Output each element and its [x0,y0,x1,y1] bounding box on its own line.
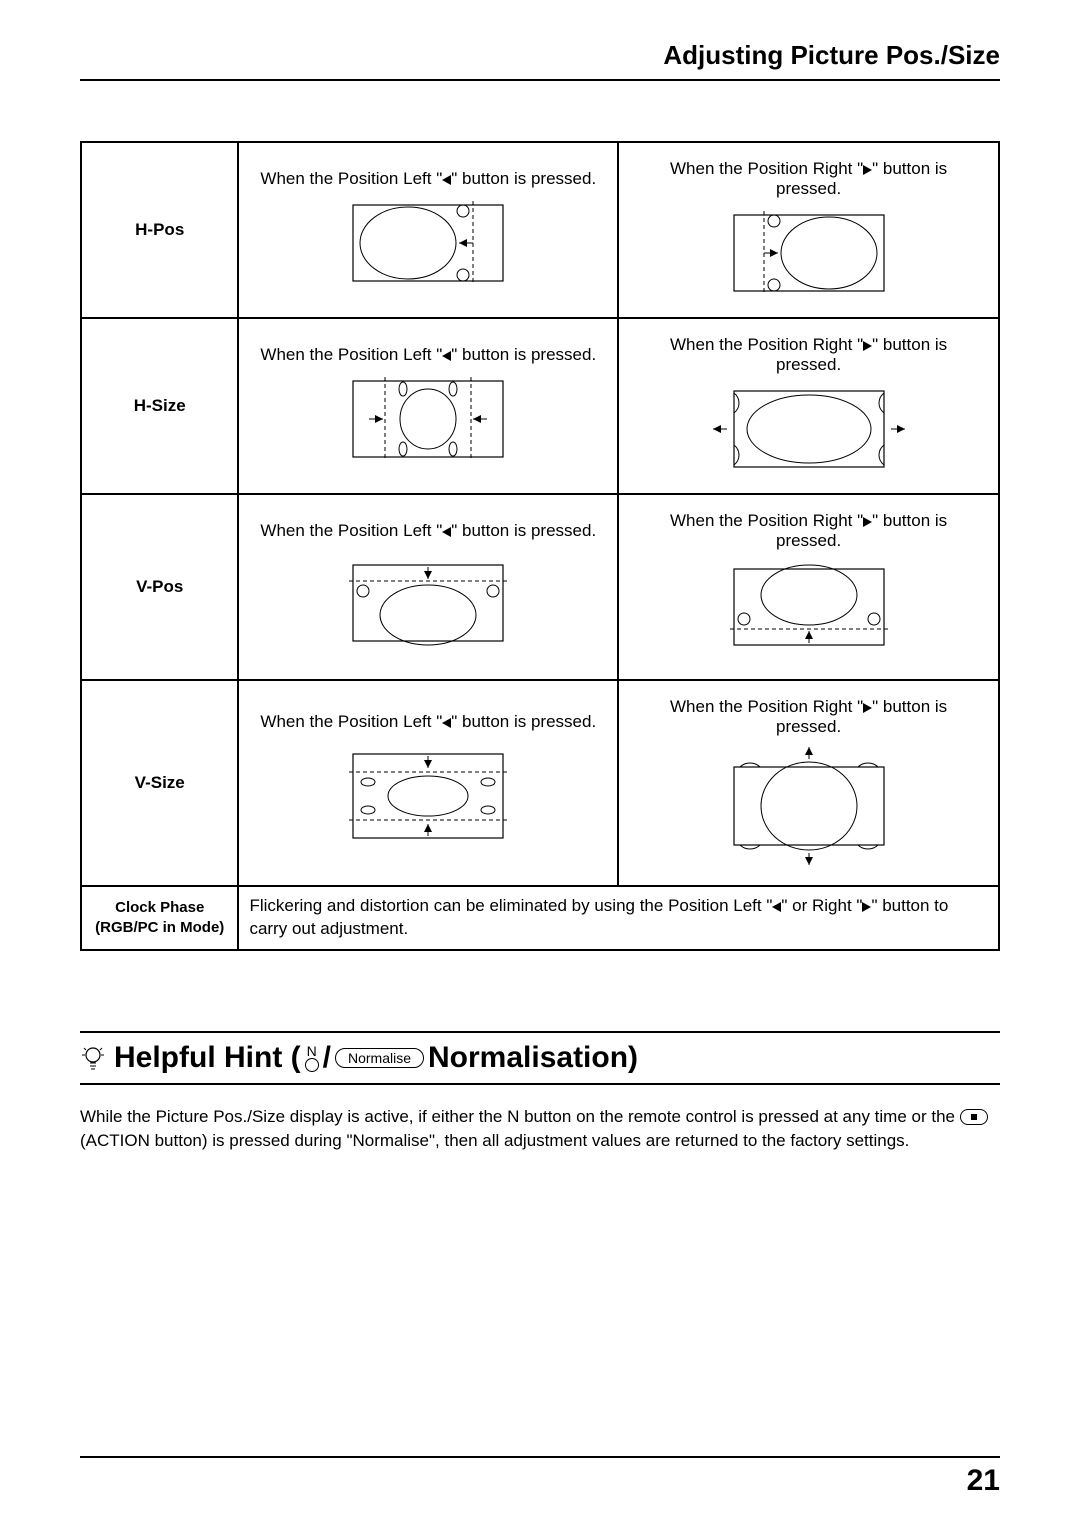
left-triangle-icon [442,175,451,185]
vsize-left-cell: When the Position Left "" button is pres… [238,680,618,886]
vsize-right-diagram [704,741,914,871]
hint-title-pre: Helpful Hint ( [114,1041,301,1075]
caption: When the Position Left "" button is pres… [249,161,607,193]
row-label-vsize: V-Size [81,680,238,886]
hint-heading: Helpful Hint ( N / Normalise Normalisati… [80,1031,1000,1085]
vpos-right-cell: When the Position Right "" button is pre… [618,494,999,680]
hpos-right-diagram [704,203,914,303]
hpos-left-cell: When the Position Left "" button is pres… [238,142,618,318]
hint-body: While the Picture Pos./Size display is a… [80,1105,1000,1153]
right-triangle-icon [863,341,872,351]
left-triangle-icon [442,718,451,728]
hsize-right-cell: When the Position Right "" button is pre… [618,318,999,494]
caption: When the Position Left "" button is pres… [249,704,607,736]
vsize-right-cell: When the Position Right "" button is pre… [618,680,999,886]
lightbulb-icon [80,1043,106,1073]
right-triangle-icon [863,703,872,713]
caption: When the Position Right "" button is pre… [629,151,988,203]
vpos-left-diagram [323,545,533,655]
row-label-hpos: H-Pos [81,142,238,318]
page-title: Adjusting Picture Pos./Size [80,40,1000,81]
settings-table: H-Pos When the Position Left "" button i… [80,141,1000,951]
hint-title-post: Normalisation) [428,1041,638,1075]
hsize-left-cell: When the Position Left "" button is pres… [238,318,618,494]
right-triangle-icon [863,165,872,175]
row-label-vpos: V-Pos [81,494,238,680]
caption: When the Position Left "" button is pres… [249,337,607,369]
action-button-icon [960,1109,988,1125]
caption: When the Position Left "" button is pres… [249,513,607,545]
left-triangle-icon [442,351,451,361]
hint-slash: / [323,1041,331,1075]
left-triangle-icon [442,527,451,537]
hpos-left-diagram [323,193,533,293]
vpos-right-diagram [704,555,914,665]
row-label-clockphase: Clock Phase (RGB/PC in Mode) [81,886,238,950]
right-triangle-icon [863,517,872,527]
hsize-left-diagram [323,369,533,469]
clockphase-desc: Flickering and distortion can be elimina… [238,886,999,950]
vsize-left-diagram [323,736,533,856]
vpos-left-cell: When the Position Left "" button is pres… [238,494,618,680]
caption: When the Position Right "" button is pre… [629,503,988,555]
caption: When the Position Right "" button is pre… [629,689,988,741]
page-number: 21 [80,1456,1000,1498]
n-button-icon: N [305,1044,319,1072]
hpos-right-cell: When the Position Right "" button is pre… [618,142,999,318]
caption: When the Position Right "" button is pre… [629,327,988,379]
row-label-hsize: H-Size [81,318,238,494]
normalise-pill: Normalise [335,1048,424,1068]
hsize-right-diagram [689,379,929,479]
